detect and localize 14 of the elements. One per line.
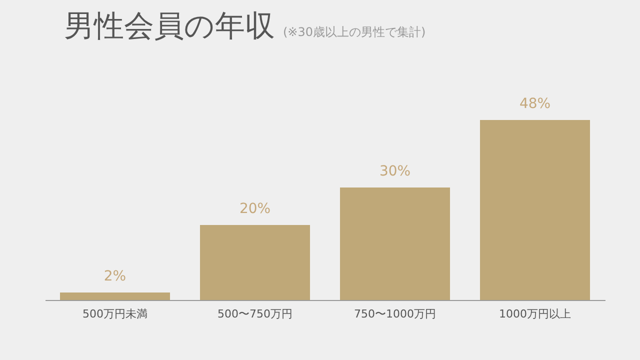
chart-title: 男性会員の年収 xyxy=(64,8,275,46)
bar xyxy=(200,225,310,300)
x-tick-label: 1000万円以上 xyxy=(499,308,571,320)
data-label: 48% xyxy=(519,96,551,112)
x-tick-label: 500〜750万円 xyxy=(218,308,292,320)
bar xyxy=(340,188,450,300)
data-label: 30% xyxy=(379,164,411,180)
x-tick-label: 750〜1000万円 xyxy=(354,308,436,320)
data-label: 20% xyxy=(239,201,271,217)
bar xyxy=(480,120,590,300)
data-label: 2% xyxy=(104,268,126,284)
bar xyxy=(60,292,170,300)
chart-subtitle: (※30歳以上の男性で集計) xyxy=(283,24,426,41)
x-tick-label: 500万円未満 xyxy=(82,308,148,320)
